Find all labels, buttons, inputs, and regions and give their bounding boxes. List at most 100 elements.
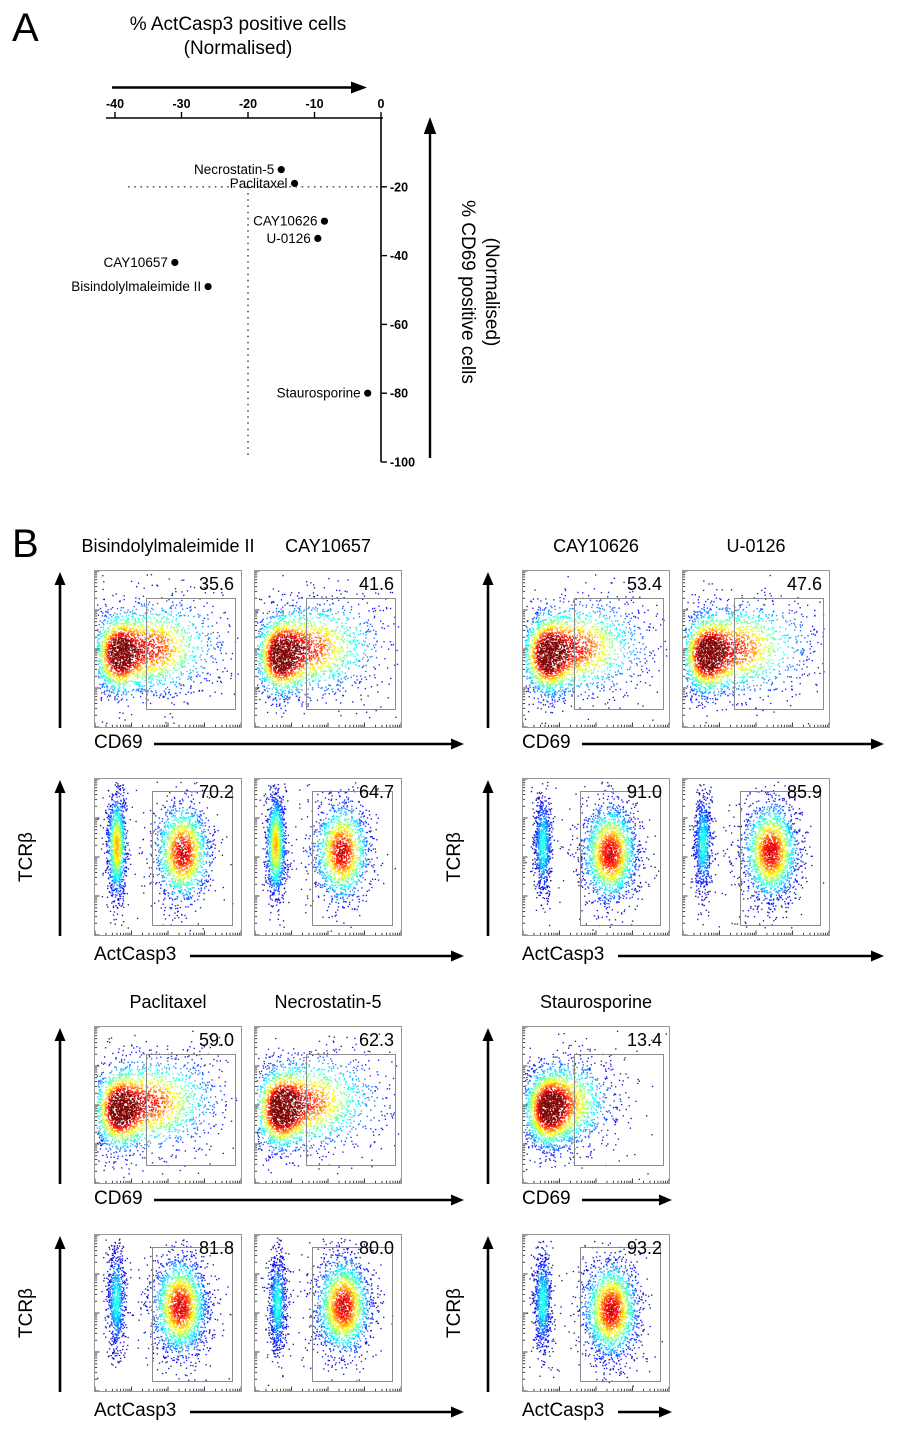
flow-plot-act: 91.0 bbox=[522, 778, 670, 936]
scatter-point-label: Staurosporine bbox=[277, 386, 361, 401]
density-cloud bbox=[523, 571, 669, 727]
xaxis-arrowhead bbox=[351, 81, 367, 94]
flow-plot-act: 70.2 bbox=[94, 778, 242, 936]
gate-percentage: 53.4 bbox=[626, 574, 662, 594]
gate-percentage: 62.3 bbox=[358, 1030, 394, 1050]
actcasp3-axis-label: ActCasp3 bbox=[94, 944, 177, 965]
scatter-point bbox=[171, 258, 179, 267]
gate-rectangle bbox=[574, 1053, 664, 1167]
density-cloud bbox=[255, 571, 401, 727]
y-tick-label: -100 bbox=[390, 456, 415, 470]
gate-percentage: 41.6 bbox=[358, 574, 394, 594]
scatter-point bbox=[290, 179, 299, 187]
gate-rectangle bbox=[151, 1247, 233, 1383]
gate-rectangle bbox=[306, 1053, 396, 1167]
drug-title: U-0126 bbox=[726, 536, 786, 556]
drug-title: CAY10657 bbox=[285, 536, 371, 556]
actcasp3-axis-label: ActCasp3 bbox=[522, 1400, 605, 1421]
flow-plot-act: 64.7 bbox=[254, 778, 402, 936]
flow-plot-cd69: 35.6 bbox=[94, 570, 242, 728]
density-cloud bbox=[255, 1027, 401, 1183]
density-cloud bbox=[683, 571, 829, 727]
density-cloud bbox=[523, 1235, 669, 1391]
drug-title: Staurosporine bbox=[539, 992, 653, 1012]
panel-a-yaxis-title: % CD69 positive cells bbox=[457, 200, 478, 384]
gate-rectangle bbox=[306, 597, 396, 711]
flow-plot-cd69: 41.6 bbox=[254, 570, 402, 728]
density-cloud bbox=[95, 1235, 241, 1391]
drug-title: CAY10626 bbox=[553, 536, 639, 556]
flow-plot-cd69: 13.4 bbox=[522, 1026, 670, 1184]
flow-plot-act: 80.0 bbox=[254, 1234, 402, 1392]
x-tick-label: -20 bbox=[239, 97, 257, 111]
gate-rectangle bbox=[579, 1247, 661, 1383]
scatter-point-label: CAY10657 bbox=[104, 255, 168, 270]
gate-rectangle bbox=[151, 791, 233, 927]
y-tick-label: -80 bbox=[390, 387, 408, 401]
drug-title: Necrostatin-5 bbox=[274, 992, 382, 1012]
panel-a-xaxis-title: % ActCasp3 positive cells bbox=[130, 14, 347, 35]
tcrb-axis-label: TCRβ bbox=[16, 832, 37, 882]
density-cloud bbox=[95, 1027, 241, 1183]
panel-a-yaxis-title2: (Normalised) bbox=[481, 238, 502, 347]
scatter-point-label: U-0126 bbox=[267, 231, 311, 246]
density-cloud bbox=[255, 1235, 401, 1391]
drug-title: Bisindolylmaleimide II bbox=[81, 536, 255, 556]
flow-plot-cd69: 62.3 bbox=[254, 1026, 402, 1184]
density-cloud bbox=[255, 779, 401, 935]
cd69-axis-label: CD69 bbox=[94, 732, 143, 753]
tcrb-axis-label: TCRβ bbox=[16, 1288, 37, 1338]
flow-plot-cd69: 53.4 bbox=[522, 570, 670, 728]
scatter-point bbox=[314, 234, 322, 242]
flow-plot-act: 93.2 bbox=[522, 1234, 670, 1392]
actcasp3-axis-label: ActCasp3 bbox=[522, 944, 605, 965]
tcrb-axis-label: TCRβ bbox=[444, 832, 465, 882]
scatter-point-label: Necrostatin-5 bbox=[194, 162, 274, 177]
tcrb-axis-label: TCRβ bbox=[444, 1288, 465, 1338]
gate-rectangle bbox=[739, 791, 821, 927]
panel-a-xaxis-title2: (Normalised) bbox=[184, 38, 293, 59]
x-tick-label: -40 bbox=[106, 97, 124, 111]
scatter-point-label: Paclitaxel bbox=[230, 176, 288, 191]
gate-rectangle bbox=[579, 791, 661, 927]
flow-plot-act: 81.8 bbox=[94, 1234, 242, 1392]
gate-rectangle bbox=[311, 1247, 393, 1383]
y-tick-label: -20 bbox=[390, 180, 408, 194]
yaxis-arrowhead bbox=[423, 117, 437, 134]
gate-percentage: 85.9 bbox=[786, 782, 822, 802]
density-cloud bbox=[95, 779, 241, 935]
flow-plot-cd69: 59.0 bbox=[94, 1026, 242, 1184]
flow-plot-cd69: 47.6 bbox=[682, 570, 830, 728]
gate-percentage: 70.2 bbox=[198, 782, 234, 802]
gate-percentage: 80.0 bbox=[358, 1238, 394, 1258]
panel-a-label: A bbox=[12, 6, 39, 50]
gate-rectangle bbox=[146, 1053, 236, 1167]
y-tick-label: -60 bbox=[390, 318, 408, 332]
gate-rectangle bbox=[574, 597, 664, 711]
cd69-axis-label: CD69 bbox=[522, 732, 571, 753]
scatter-point bbox=[320, 217, 329, 225]
gate-rectangle bbox=[146, 597, 236, 711]
scatter-point-label: Bisindolylmaleimide II bbox=[71, 279, 201, 294]
gate-percentage: 13.4 bbox=[626, 1030, 662, 1050]
cd69-axis-label: CD69 bbox=[94, 1188, 143, 1209]
flow-plot-act: 85.9 bbox=[682, 778, 830, 936]
x-tick-label: -10 bbox=[305, 97, 323, 111]
gate-percentage: 81.8 bbox=[198, 1238, 234, 1258]
density-cloud bbox=[523, 779, 669, 935]
gate-percentage: 47.6 bbox=[786, 574, 822, 594]
density-cloud bbox=[95, 571, 241, 727]
gate-percentage: 64.7 bbox=[358, 782, 394, 802]
gate-rectangle bbox=[734, 597, 824, 711]
gate-percentage: 93.2 bbox=[626, 1238, 662, 1258]
scatter-point bbox=[364, 389, 372, 397]
density-cloud bbox=[523, 1027, 669, 1183]
cd69-axis-label: CD69 bbox=[522, 1188, 571, 1209]
scatter-point-label: CAY10626 bbox=[253, 214, 317, 229]
gate-percentage: 59.0 bbox=[198, 1030, 234, 1050]
density-cloud bbox=[683, 779, 829, 935]
panel-a-scatter-chart: % ActCasp3 positive cells (Normalised) -40… bbox=[71, 14, 502, 470]
drug-title: Paclitaxel bbox=[129, 992, 207, 1012]
scatter-point bbox=[277, 166, 285, 174]
